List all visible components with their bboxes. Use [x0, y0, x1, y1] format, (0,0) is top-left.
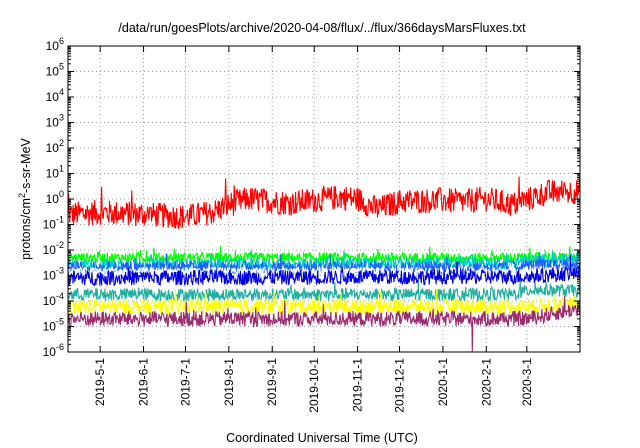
- y-axis-label-base: protons/cm: [19, 198, 33, 260]
- y-tick-label: 102: [46, 138, 64, 155]
- y-tick-base: 10: [46, 141, 60, 155]
- y-axis-label: protons/cm2-s-sr-MeV: [17, 137, 33, 259]
- x-tick-label: 2019-11-1: [351, 358, 365, 412]
- y-tick-exponent: -2: [56, 240, 64, 250]
- x-tick-label: 2020-3-1: [520, 358, 534, 406]
- y-tick-label: 105: [46, 62, 64, 79]
- y-tick-base: 10: [43, 345, 57, 359]
- y-tick-label: 10-4: [43, 291, 64, 308]
- y-tick-label: 101: [46, 164, 64, 181]
- y-tick-exponent: -4: [56, 291, 64, 301]
- x-tick-label: 2019-5-1: [93, 358, 107, 406]
- y-tick-label: 10-3: [43, 266, 64, 283]
- y-tick-exponent: 1: [59, 164, 64, 174]
- y-axis: 10-610-510-410-310-210-11001011021031041…: [43, 36, 580, 359]
- y-tick-label: 103: [46, 113, 64, 130]
- y-tick-base: 10: [46, 90, 60, 104]
- x-axis-label: Coordinated Universal Time (UTC): [226, 431, 418, 445]
- y-tick-base: 10: [46, 39, 60, 53]
- x-tick-label: 2019-10-1: [307, 358, 321, 413]
- x-tick-label: 2019-6-1: [137, 358, 151, 406]
- y-tick-label: 10-1: [43, 215, 64, 232]
- series-line-0: [67, 176, 581, 229]
- y-tick-exponent: -3: [56, 266, 64, 276]
- y-tick-label: 10-2: [43, 240, 64, 257]
- y-tick-base: 10: [43, 243, 57, 257]
- series-line-3: [67, 252, 581, 277]
- y-tick-base: 10: [46, 167, 60, 181]
- series-line-8: [67, 295, 581, 353]
- series-line-6: [68, 280, 581, 303]
- y-tick-label: 10-6: [43, 342, 64, 359]
- y-tick-base: 10: [43, 218, 57, 232]
- y-tick-label: 106: [46, 36, 64, 53]
- y-tick-exponent: 3: [59, 113, 64, 123]
- y-tick-exponent: 0: [59, 189, 64, 199]
- y-tick-exponent: 4: [59, 87, 64, 97]
- x-tick-label: 2019-7-1: [179, 358, 193, 406]
- y-tick-base: 10: [43, 269, 57, 283]
- y-tick-label: 10-5: [43, 317, 64, 334]
- x-tick-label: 2020-1-1: [436, 358, 450, 406]
- series-group: [67, 176, 581, 353]
- y-tick-exponent: -5: [56, 317, 64, 327]
- y-tick-base: 10: [43, 294, 57, 308]
- x-tick-label: 2019-12-1: [393, 358, 407, 413]
- x-axis: 2019-5-1 2019-6-1 2019-7-1 2019-8-1 2019-9-1…: [93, 46, 534, 413]
- y-tick-exponent: -1: [56, 215, 64, 225]
- y-tick-exponent: 5: [59, 62, 64, 72]
- x-tick-label: 2019-8-1: [222, 358, 236, 406]
- y-tick-exponent: 2: [59, 138, 64, 148]
- y-tick-base: 10: [43, 320, 57, 334]
- y-axis-label-rest: -s-sr-MeV: [19, 137, 33, 193]
- x-tick-label: 2020-2-1: [479, 358, 493, 406]
- y-tick-base: 10: [46, 65, 60, 79]
- chart-title: /data/run/goesPlots/archive/2020-04-08/f…: [118, 21, 526, 35]
- x-tick-label: 2019-9-1: [265, 358, 279, 406]
- y-tick-label: 100: [46, 189, 64, 206]
- y-axis-label-sup: 2: [17, 193, 27, 198]
- y-tick-exponent: -6: [56, 342, 64, 352]
- series-line-5: [67, 254, 581, 287]
- y-tick-base: 10: [46, 116, 60, 130]
- y-tick-exponent: 6: [59, 36, 64, 46]
- y-tick-base: 10: [46, 192, 60, 206]
- y-tick-label: 104: [46, 87, 64, 104]
